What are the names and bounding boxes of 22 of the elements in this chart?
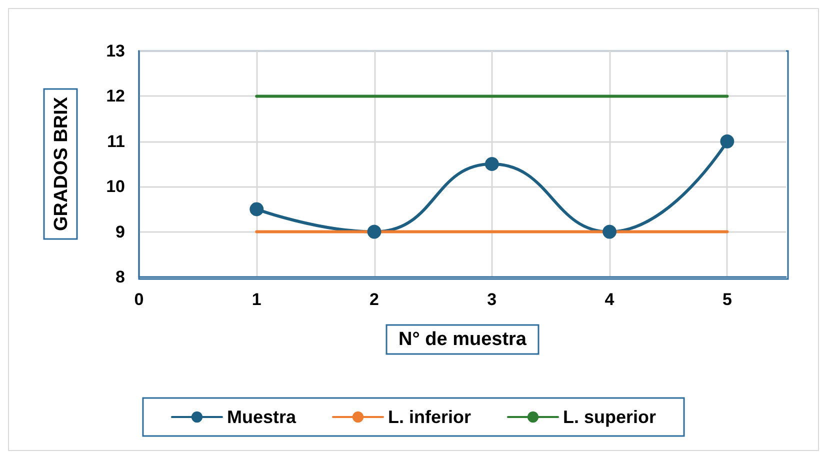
legend-label: L. inferior	[388, 407, 472, 427]
y-tick-label: 11	[107, 132, 125, 151]
y-tick-label: 9	[116, 222, 125, 242]
y-tick-label: 10	[106, 177, 125, 196]
y-axis-title: GRADOS BRIX	[51, 96, 72, 232]
legend-label: Muestra	[226, 407, 297, 427]
point	[602, 224, 617, 239]
x-tick-label: 0	[134, 290, 144, 309]
x-tick-label: 3	[487, 290, 497, 309]
x-axis-title: N° de muestra	[398, 329, 527, 350]
point	[484, 157, 499, 171]
y-tick-label: 13	[106, 42, 125, 60]
y-tick-label: 12	[106, 86, 125, 106]
x-tick-label: 5	[722, 290, 732, 309]
x-tick-label: 2	[370, 290, 380, 309]
legend-label: L. superior	[563, 407, 656, 427]
x-tick-label: 1	[252, 290, 262, 309]
y-tick-label: 8	[116, 268, 125, 286]
point	[250, 202, 264, 216]
x-tick-label: 4	[604, 290, 615, 309]
point	[367, 224, 382, 239]
point	[720, 134, 734, 148]
